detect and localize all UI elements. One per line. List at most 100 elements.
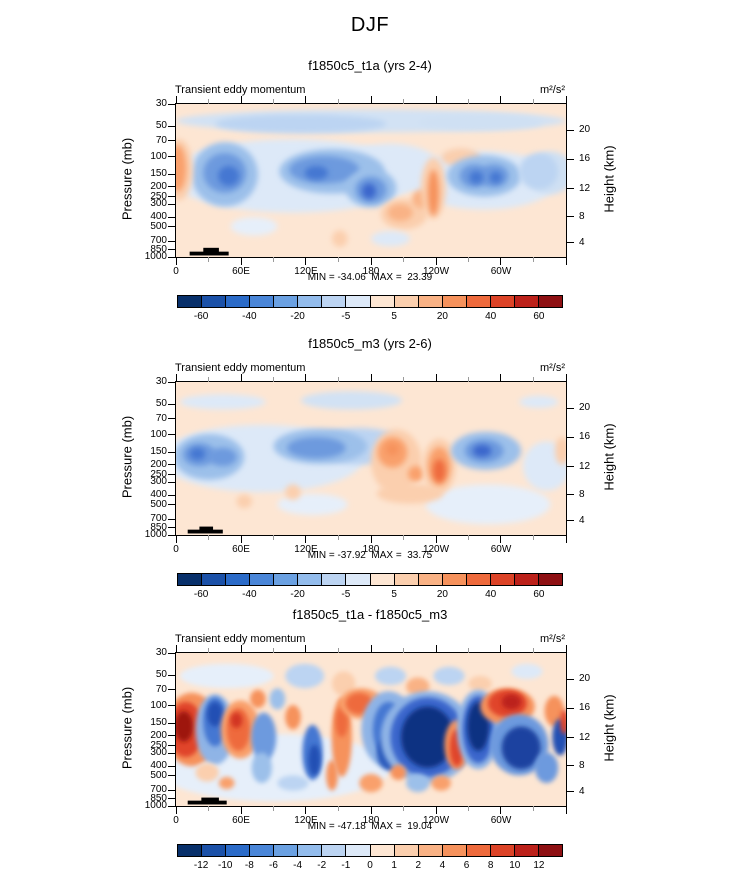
colorbar-tick-label: 0 xyxy=(367,860,373,871)
colorbar-labels: -12 -10 -8 -6 -4 -2 -1 0 1 2 4 6 8 10 12 xyxy=(177,860,563,872)
contour-field xyxy=(176,663,566,805)
units-label: m²/s² xyxy=(539,362,565,374)
pressure-tick xyxy=(168,216,176,218)
height-tick-label: 20 xyxy=(579,673,591,685)
longitude-minor-tick xyxy=(533,806,534,811)
longitude-minor-tick xyxy=(273,535,274,540)
pressure-tick xyxy=(168,249,176,251)
longitude-minor-tick xyxy=(468,648,469,653)
pressure-tick-label: 250 xyxy=(150,468,167,480)
longitude-tick-label: 60W xyxy=(490,815,512,826)
longitude-tick-label: 180 xyxy=(362,266,380,277)
pressure-tick-label: 50 xyxy=(155,398,167,410)
colorbar-tick-label: 6 xyxy=(463,860,470,871)
pressure-tick-label: 250 xyxy=(150,190,167,202)
longitude-tick-label: 120E xyxy=(294,544,318,555)
pressure-tick-label: 50 xyxy=(155,120,167,132)
pressure-tick xyxy=(168,652,176,654)
height-tick-label: 4 xyxy=(579,514,585,526)
longitude-minor-tick xyxy=(207,257,209,262)
longitude-major-tick xyxy=(240,374,242,382)
height-tick-label: 4 xyxy=(579,785,585,797)
longitude-tick-label: 120E xyxy=(294,815,318,826)
pressure-tick-label: 1000 xyxy=(144,251,167,262)
colorbar-segment xyxy=(466,296,491,307)
colorbar-tick-label: 40 xyxy=(485,311,497,322)
minmax-stats: MIN = -34.06 MAX = 23.39 xyxy=(307,272,433,283)
pressure-tick xyxy=(168,140,176,142)
longitude-minor-tick xyxy=(402,648,404,653)
pressure-tick xyxy=(168,494,176,496)
pressure-tick-label: 300 xyxy=(150,476,167,488)
pressure-tick xyxy=(168,464,176,466)
height-tick-label: 16 xyxy=(579,153,591,165)
height-tick xyxy=(566,407,574,409)
pressure-tick xyxy=(168,775,176,777)
field-label: Transient eddy momentum xyxy=(175,84,306,96)
colorbar-tick-label: 2 xyxy=(415,860,422,871)
colorbar-tick-label: 5 xyxy=(391,311,397,322)
longitude-tick-label: 0 xyxy=(173,544,179,555)
colorbar-segment xyxy=(322,574,347,585)
longitude-major-tick xyxy=(370,96,372,104)
pressure-tick-label: 400 xyxy=(150,211,167,223)
colorbar-tick-label: -12 xyxy=(193,860,209,871)
colorbar-segment xyxy=(514,845,539,856)
longitude-tick-label: 180 xyxy=(362,544,380,555)
pressure-tick-label: 150 xyxy=(150,717,167,729)
colorbar-tick-label: 60 xyxy=(533,589,545,600)
colorbar-segment xyxy=(538,574,562,585)
colorbar-tick-label: 5 xyxy=(391,589,397,600)
pressure-tick xyxy=(168,226,176,228)
longitude-minor-tick xyxy=(533,99,534,104)
colorbar-segment xyxy=(466,574,491,585)
pressure-tick xyxy=(168,534,176,536)
height-tick xyxy=(566,678,574,680)
height-tick xyxy=(566,520,574,522)
colorbar-segment xyxy=(178,296,203,307)
pressure-tick xyxy=(168,705,176,707)
longitude-minor-tick xyxy=(533,377,534,382)
panel-f1850c5-t1a: f1850c5_t1a (yrs 2-4) Transient eddy mom… xyxy=(0,58,733,326)
pressure-tick xyxy=(168,186,176,188)
colorbar-segment xyxy=(226,296,251,307)
pressure-tick-label: 70 xyxy=(155,134,167,146)
pressure-tick xyxy=(168,418,176,420)
pressure-tick-label: 200 xyxy=(150,729,167,741)
pressure-tick xyxy=(168,689,176,691)
longitude-major-tick xyxy=(370,374,372,382)
longitude-tick-label: 0 xyxy=(173,266,179,277)
height-tick xyxy=(566,129,574,131)
colorbar-segment xyxy=(370,296,395,307)
pressure-tick-label: 200 xyxy=(150,180,167,192)
pressure-tick xyxy=(168,256,176,258)
colorbar-tick-label: -40 xyxy=(242,311,257,322)
colorbar-segment xyxy=(250,296,275,307)
longitude-minor-tick xyxy=(207,648,209,653)
longitude-major-tick xyxy=(305,645,307,653)
pressure-tick xyxy=(168,745,176,747)
colorbar-segment xyxy=(274,296,299,307)
pressure-tick xyxy=(168,451,176,453)
colorbar-tick-label: 20 xyxy=(436,589,448,600)
longitude-major-tick xyxy=(305,374,307,382)
longitude-minor-tick xyxy=(533,648,534,653)
longitude-tick-label: 180 xyxy=(362,815,380,826)
longitude-minor-tick xyxy=(207,806,209,811)
longitude-minor-tick xyxy=(273,257,274,262)
longitude-major-tick xyxy=(565,645,567,653)
pressure-tick-label: 850 xyxy=(150,792,167,804)
longitude-minor-tick xyxy=(402,535,404,540)
colorbar-segment xyxy=(538,296,562,307)
longitude-tick-label: 60E xyxy=(232,544,250,555)
colorbar-tick-label: 20 xyxy=(436,311,448,322)
pressure-tick-label: 1000 xyxy=(144,529,167,540)
longitude-major-tick xyxy=(370,645,372,653)
plot-header-row: Transient eddy momentum m²/s² xyxy=(175,633,565,645)
pressure-tick xyxy=(168,474,176,476)
pressure-tick-label: 850 xyxy=(150,243,167,255)
pressure-tick-label: 200 xyxy=(150,458,167,470)
longitude-minor-tick xyxy=(338,806,339,811)
pressure-tick xyxy=(168,735,176,737)
